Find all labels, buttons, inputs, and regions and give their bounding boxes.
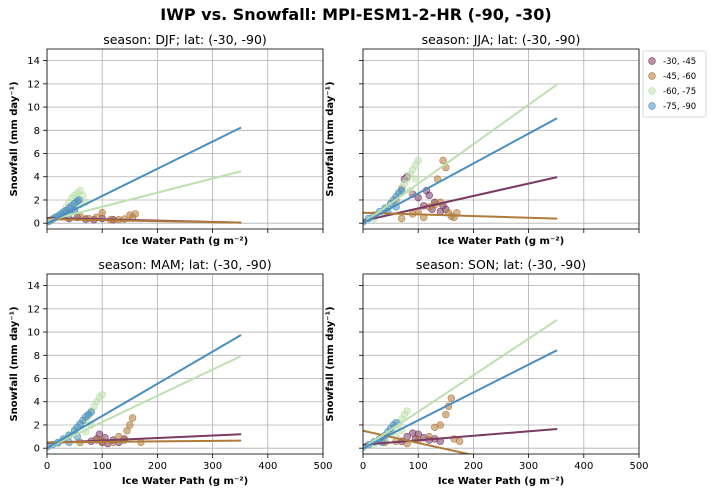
y-tick-label: 4 [34,397,40,408]
legend: -30, -45 -45, -60 -60, -75 -75, -90 [642,50,707,118]
fit-line [363,319,558,450]
y-tick-label: 12 [27,304,40,315]
legend-marker [648,102,656,110]
subplot-title: season: JJA; lat: (-30, -90) [422,32,581,47]
data-point [128,414,137,422]
fit-line [47,334,242,450]
data-point [397,214,406,223]
y-tick-label: 12 [27,79,40,90]
y-axis-label: Snowfall (mm day⁻¹) [325,81,336,196]
y-axis-label: Snowfall (mm day⁻¹) [9,81,20,196]
x-tick-label: 300 [203,461,222,472]
y-tick-label: 8 [34,351,40,362]
y-tick-label: 10 [27,103,40,114]
x-tick-label: 100 [93,461,112,472]
y-tick-label: 2 [34,420,40,431]
fit-lines [47,126,242,225]
legend-marker [648,72,656,80]
x-tick-label: 400 [258,461,277,472]
fit-line [47,218,242,224]
legend-label: -60, -75 [663,87,696,97]
data-point [447,394,456,402]
fit-line [363,211,558,220]
legend-label: -45, -60 [663,72,696,82]
data-point [455,437,464,445]
figure-title: IWP vs. Snowfall: MPI-ESM1-2-HR (-90, -3… [160,5,551,24]
y-tick-label: 2 [34,195,40,206]
data-point [98,391,106,399]
x-tick-label: 100 [409,461,428,472]
fit-line [363,427,558,446]
subplot-4: 0 100 200 300 400 500 season: SON; lat: (-30, … [325,257,649,487]
data-point [397,186,406,195]
subplot-title: season: MAM; lat: (-30, -90) [98,257,271,272]
fit-line [47,170,242,222]
fit-line [47,126,242,225]
fit-lines [363,319,558,454]
fit-line [363,349,558,450]
subplot-3: 0 100 200 300 400 500 0 2 4 6 8 10 12 14 season: MAM; … [9,257,333,487]
data-point [425,191,433,200]
x-axis-label: Ice Water Path (g m⁻²) [122,476,248,487]
y-tick-label: 6 [34,374,40,385]
data-point [98,209,106,217]
legend-frame [642,50,707,118]
legend-marker [648,57,656,65]
legend-label: -75, -90 [663,102,696,112]
x-axis-label: Ice Water Path (g m⁻²) [438,236,564,247]
y-tick-label: 0 [34,444,40,455]
data-point [414,156,422,165]
y-tick-label: 8 [34,126,40,137]
data-point [442,410,450,419]
data-point [87,408,95,416]
y-axis-label: Snowfall (mm day⁻¹) [325,306,336,421]
axes-frame [46,273,324,455]
y-tick-label: 4 [34,172,40,183]
data-point [131,210,140,218]
fit-line [363,117,558,225]
fit-line [47,355,242,450]
subplot-grid: 0 2 4 6 8 10 12 14 season: DJF; lat: (-30, -90) I… [9,32,649,487]
y-tick-label: 0 [34,219,40,230]
data-point [75,196,83,204]
data-point [439,156,447,165]
subplot-title: season: SON; lat: (-30, -90) [416,257,586,272]
fit-line [47,439,242,444]
x-tick-label: 400 [574,461,593,472]
fit-lines [363,83,558,225]
data-point [411,175,420,183]
legend-marker [648,87,656,95]
x-tick-label: 200 [148,461,167,472]
data-point [436,421,444,429]
legend-label: -30, -45 [663,57,696,67]
subplot-1: 0 2 4 6 8 10 12 14 season: DJF; lat: (-30, -90) I… [9,32,324,247]
data-point [403,407,411,415]
x-tick-label: 200 [464,461,483,472]
x-axis-label: Ice Water Path (g m⁻²) [122,236,248,247]
x-tick-label: 0 [360,461,366,472]
fit-line [363,83,558,225]
fit-lines [47,334,242,450]
data-point [126,421,134,429]
y-tick-label: 6 [34,149,40,160]
axes-frame [362,48,640,230]
subplot-title: season: DJF; lat: (-30, -90) [103,32,267,47]
y-tick-label: 10 [27,328,40,339]
x-axis-label: Ice Water Path (g m⁻²) [438,476,564,487]
axes-frame [362,273,640,455]
y-axis-label: Snowfall (mm day⁻¹) [9,306,20,421]
y-tick-label: 14 [27,56,40,67]
x-tick-label: 500 [313,461,332,472]
x-tick-label: 300 [519,461,538,472]
x-tick-label: 0 [44,461,50,472]
y-tick-label: 14 [27,281,40,292]
subplot-2: season: JJA; lat: (-30, -90) Ice Water Pa… [325,32,640,247]
axes-frame [46,48,324,230]
x-tick-label: 500 [629,461,648,472]
